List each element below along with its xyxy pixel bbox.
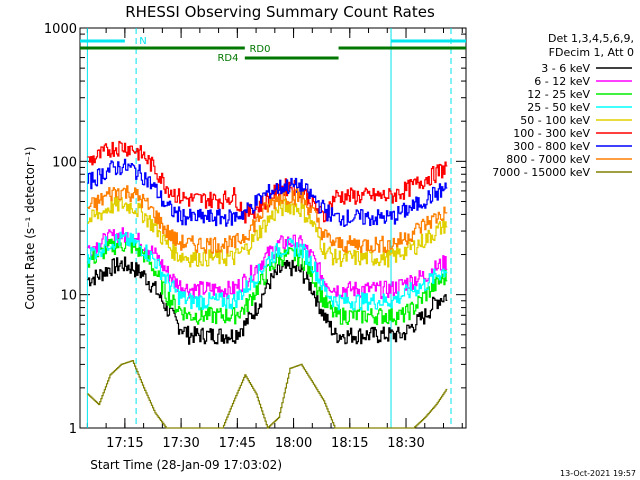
series-line xyxy=(87,158,448,227)
legend-entry: 25 - 50 keV xyxy=(527,101,590,114)
series-layer xyxy=(87,140,448,429)
y-axis-ticks: 1 10 100 1000 xyxy=(44,22,466,437)
x-tick-label: 18:30 xyxy=(387,436,424,451)
x-axis-label: Start Time (28-Jan-09 17:03:02) xyxy=(90,458,282,472)
x-tick-label: 17:30 xyxy=(162,436,199,451)
series-line xyxy=(87,185,448,254)
x-axis-ticks: 17:15 17:30 17:45 18:00 18:15 18:30 xyxy=(86,28,463,451)
y-tick-label: 1000 xyxy=(44,22,77,37)
plot-frame xyxy=(79,27,467,429)
legend-entry: 100 - 300 keV xyxy=(513,127,590,140)
series-line xyxy=(87,231,448,311)
legend-entry: 3 - 6 keV xyxy=(541,62,590,75)
legend: Det 1,3,4,5,6,9, FDecim 1, Att 0 3 - 6 k… xyxy=(492,32,634,179)
x-tick-label: 17:45 xyxy=(219,436,256,451)
legend-entry: 800 - 7000 keV xyxy=(506,153,590,166)
flag-label: RD4 xyxy=(217,53,238,64)
series-line xyxy=(87,256,448,345)
chart-title: RHESSI Observing Summary Count Rates xyxy=(125,3,435,21)
flag-bars: N RD0 RD4 xyxy=(80,36,466,64)
legend-header-2: FDecim 1, Att 0 xyxy=(549,46,634,59)
x-tick-label: 17:15 xyxy=(106,436,143,451)
y-tick-label: 1 xyxy=(69,422,77,437)
legend-entry: 50 - 100 keV xyxy=(520,114,590,127)
x-tick-label: 18:00 xyxy=(275,436,312,451)
legend-entry: 12 - 25 keV xyxy=(527,88,590,101)
x-tick-label: 18:15 xyxy=(331,436,368,451)
y-tick-label: 100 xyxy=(52,155,77,170)
legend-entry: 6 - 12 keV xyxy=(534,75,590,88)
legend-entry: 7000 - 15000 keV xyxy=(492,166,590,179)
plot-area xyxy=(79,27,467,429)
y-axis-label: Count Rate (s⁻¹ detector⁻¹) xyxy=(23,146,37,309)
y-tick-label: 10 xyxy=(60,289,77,304)
series-line xyxy=(87,360,448,429)
legend-header-1: Det 1,3,4,5,6,9, xyxy=(548,32,634,45)
time-marker-lines xyxy=(86,28,452,428)
flag-label: RD0 xyxy=(249,44,270,55)
series-line xyxy=(87,140,448,224)
flag-label: N xyxy=(139,36,146,47)
timestamp: 13-Oct-2021 19:57 xyxy=(560,469,636,478)
legend-entry: 300 - 800 keV xyxy=(513,140,590,153)
